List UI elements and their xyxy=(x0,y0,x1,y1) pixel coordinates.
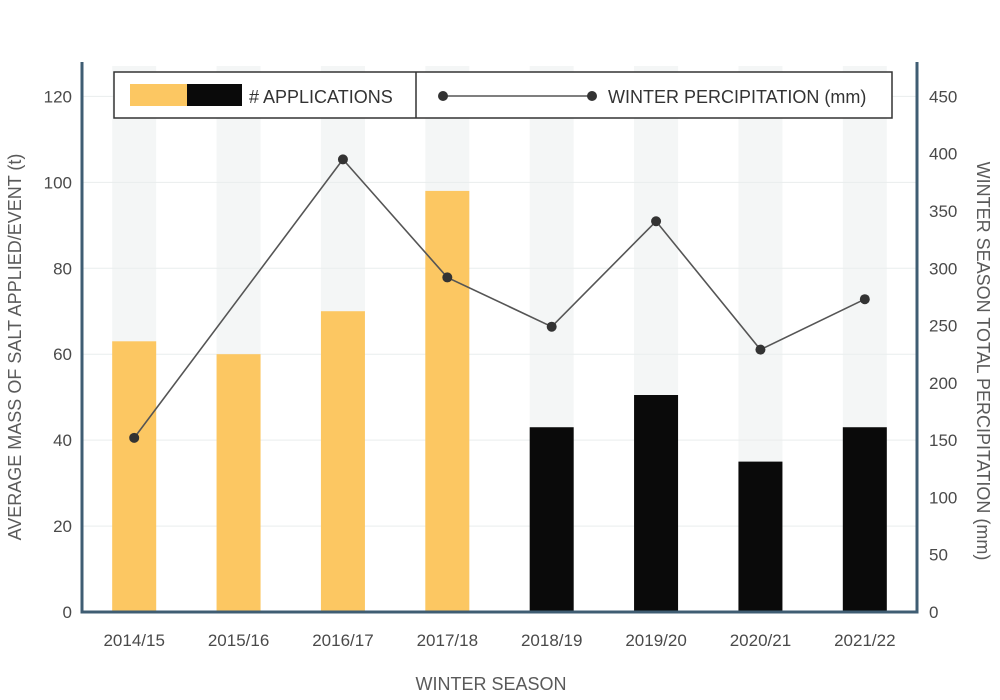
precipitation-point xyxy=(859,294,870,305)
precipitation-point xyxy=(755,344,766,355)
right-tick-label: 50 xyxy=(929,546,948,565)
right-tick-labels: 0 50 100 150 200 250 300 350 400 450 xyxy=(929,87,957,622)
left-tick-label: 100 xyxy=(44,173,72,192)
legend-line-marker-end xyxy=(587,91,597,101)
x-tick-label: 2018/19 xyxy=(521,631,582,650)
bar-2016-17 xyxy=(320,311,365,612)
legend-label-precipitation: WINTER PERCIPITATION (mm) xyxy=(608,87,866,107)
precipitation-line xyxy=(129,154,870,443)
bar-2018-19 xyxy=(529,427,574,612)
precipitation-point xyxy=(129,432,140,443)
x-axis-title: WINTER SEASON xyxy=(415,674,566,694)
right-tick-label: 200 xyxy=(929,374,957,393)
x-tick-label: 2021/22 xyxy=(834,631,895,650)
legend-label-applications: # APPLICATIONS xyxy=(249,87,393,107)
left-tick-labels: 0 20 40 60 80 100 120 xyxy=(44,87,72,622)
right-tick-label: 150 xyxy=(929,431,957,450)
gridlines xyxy=(82,95,917,527)
x-tick-label: 2020/21 xyxy=(730,631,791,650)
legend-swatch-yellow xyxy=(130,84,187,106)
precipitation-point xyxy=(442,272,453,283)
bar-2017-18 xyxy=(425,190,470,612)
x-tick-label: 2015/16 xyxy=(208,631,269,650)
left-tick-label: 80 xyxy=(53,259,72,278)
right-tick-label: 450 xyxy=(929,87,957,106)
precipitation-point xyxy=(651,216,662,227)
right-tick-label: 0 xyxy=(929,603,938,622)
bar-2014-15 xyxy=(112,341,157,612)
bar-2015-16 xyxy=(216,354,261,612)
bars xyxy=(112,190,887,612)
right-tick-label: 400 xyxy=(929,145,957,164)
legend-box xyxy=(113,71,893,119)
legend: # APPLICATIONS WINTER PERCIPITATION (mm) xyxy=(113,71,893,119)
x-tick-label: 2016/17 xyxy=(312,631,373,650)
left-tick-label: 40 xyxy=(53,431,72,450)
bar-2019-20 xyxy=(634,395,679,612)
right-tick-label: 350 xyxy=(929,202,957,221)
right-axis-title: WINTER SEASON TOTAL PERCIPITATION (mm) xyxy=(973,162,993,561)
left-axis-title: AVERAGE MASS OF SALT APPLIED/EVENT (t) xyxy=(5,154,25,541)
right-tick-label: 100 xyxy=(929,488,957,507)
legend-swatch-black xyxy=(187,84,242,106)
axes xyxy=(80,62,919,614)
precipitation-point xyxy=(546,321,557,332)
x-tick-label: 2019/20 xyxy=(625,631,686,650)
bar-2020-21 xyxy=(738,461,783,612)
precipitation-point xyxy=(337,154,348,165)
left-tick-label: 20 xyxy=(53,517,72,536)
left-tick-label: 120 xyxy=(44,87,72,106)
right-tick-label: 250 xyxy=(929,317,957,336)
x-tick-label: 2017/18 xyxy=(417,631,478,650)
x-tick-labels: 2014/15 2015/16 2016/17 2017/18 2018/19 2019/… xyxy=(103,631,895,650)
bar-2021-22 xyxy=(842,427,887,612)
left-tick-label: 0 xyxy=(63,603,72,622)
legend-line-marker-start xyxy=(438,91,448,101)
right-tick-label: 300 xyxy=(929,259,957,278)
left-tick-label: 60 xyxy=(53,345,72,364)
x-tick-label: 2014/15 xyxy=(103,631,164,650)
